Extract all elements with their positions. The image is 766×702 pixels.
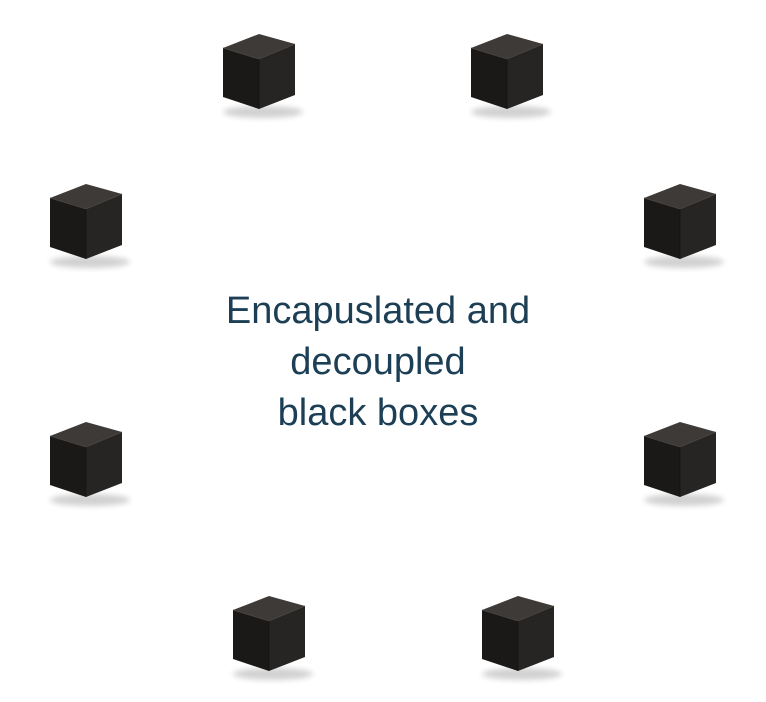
black-box-cube-6 — [606, 398, 756, 520]
diagram-caption: Encapuslated and decoupled black boxes — [178, 286, 578, 439]
cube-icon — [643, 184, 724, 268]
black-box-cube-2 — [433, 10, 583, 132]
black-box-cube-1 — [185, 10, 335, 132]
caption-line-1: Encapuslated and — [225, 290, 531, 332]
caption-line-3: black boxes — [277, 392, 479, 434]
cube-icon — [232, 596, 313, 680]
black-box-cube-8 — [444, 572, 594, 694]
cube-icon — [222, 34, 303, 118]
black-box-cube-7 — [195, 572, 345, 694]
cube-icon — [470, 34, 551, 118]
cube-icon — [481, 596, 562, 680]
cube-icon — [643, 422, 724, 506]
black-box-cube-3 — [12, 160, 162, 282]
cube-icon — [49, 184, 130, 268]
cube-icon — [49, 422, 130, 506]
caption-line-2: decoupled — [290, 341, 466, 383]
black-box-cube-4 — [606, 160, 756, 282]
black-box-cube-5 — [12, 398, 162, 520]
